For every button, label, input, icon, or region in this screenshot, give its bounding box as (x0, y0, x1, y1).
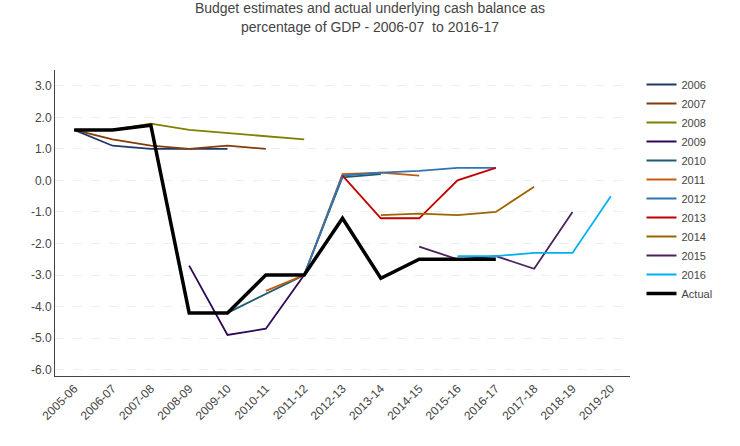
svg-text:2006-07: 2006-07 (78, 382, 119, 423)
svg-text:2013-14: 2013-14 (346, 382, 387, 423)
svg-text:-2.0: -2.0 (31, 237, 52, 251)
svg-text:2015: 2015 (682, 250, 706, 262)
svg-text:2009-10: 2009-10 (193, 382, 234, 423)
svg-text:2007-08: 2007-08 (116, 382, 157, 423)
svg-text:Budget estimates and actual un: Budget estimates and actual underlying c… (195, 0, 545, 34)
svg-text:2008-09: 2008-09 (154, 382, 195, 423)
svg-text:1.0: 1.0 (35, 142, 52, 156)
svg-text:2017-18: 2017-18 (499, 382, 540, 423)
svg-text:2011-12: 2011-12 (270, 382, 311, 423)
svg-text:3.0: 3.0 (35, 79, 52, 93)
svg-text:-6.0: -6.0 (31, 363, 52, 377)
svg-text:2016: 2016 (682, 269, 706, 281)
svg-text:2014-15: 2014-15 (384, 382, 425, 423)
svg-text:-4.0: -4.0 (31, 300, 52, 314)
svg-text:2011: 2011 (682, 174, 706, 186)
svg-text:2006: 2006 (682, 79, 706, 91)
svg-text:Actual: Actual (682, 288, 713, 300)
svg-text:-5.0: -5.0 (31, 331, 52, 345)
svg-text:2005-06: 2005-06 (39, 382, 80, 423)
svg-text:2008: 2008 (682, 117, 706, 129)
svg-text:2013: 2013 (682, 212, 706, 224)
svg-text:2018-19: 2018-19 (538, 382, 579, 423)
svg-text:2012-13: 2012-13 (308, 382, 349, 423)
svg-text:-3.0: -3.0 (31, 268, 52, 282)
svg-text:2014: 2014 (682, 231, 706, 243)
svg-text:2.0: 2.0 (35, 111, 52, 125)
svg-text:2010: 2010 (682, 155, 706, 167)
svg-text:0.0: 0.0 (35, 174, 52, 188)
svg-text:2007: 2007 (682, 98, 706, 110)
svg-text:2019-20: 2019-20 (576, 382, 617, 423)
svg-text:-1.0: -1.0 (31, 205, 52, 219)
svg-text:2009: 2009 (682, 136, 706, 148)
svg-text:2010-11: 2010-11 (232, 382, 273, 423)
svg-text:2012: 2012 (682, 193, 706, 205)
svg-text:2016-17: 2016-17 (461, 382, 502, 423)
svg-text:2015-16: 2015-16 (423, 382, 464, 423)
